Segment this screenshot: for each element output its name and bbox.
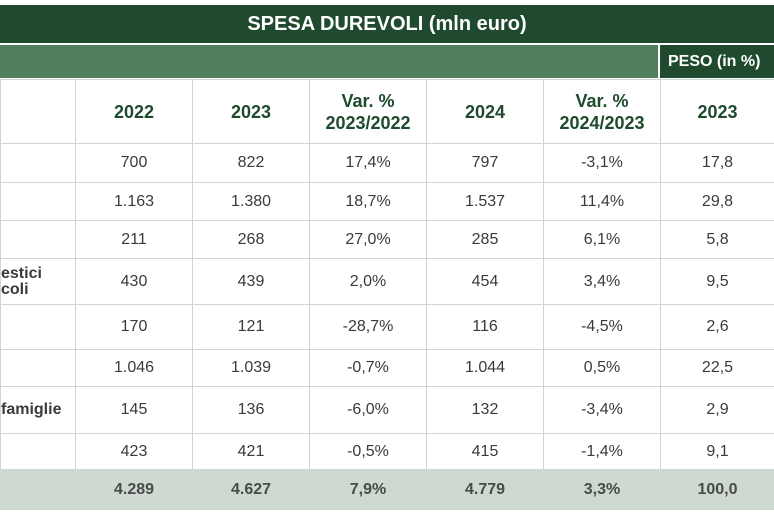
table-cell: -6,0% <box>309 386 427 434</box>
table-cell: 7,9% <box>309 469 427 510</box>
table-title: SPESA DUREVOLI (mln euro) <box>0 5 774 43</box>
table-cell: 9,1 <box>660 433 774 470</box>
table-cell: 27,0% <box>309 220 427 259</box>
table-cell: 136 <box>192 386 310 434</box>
table-row: 1.046 1.039 -0,7% 1.044 0,5% 22,5 <box>0 349 774 387</box>
column-header-var-2023-2022: Var. % 2023/2022 <box>309 79 427 144</box>
table-cell: -3,1% <box>543 143 661 183</box>
table-cell: -1,4% <box>543 433 661 470</box>
table-cell: 421 <box>192 433 310 470</box>
table-cell: 132 <box>426 386 544 434</box>
table-cell: 4.289 <box>75 469 193 510</box>
table-cell: 1.163 <box>75 182 193 221</box>
table-cell: -0,7% <box>309 349 427 387</box>
spesa-table: 2022 2023 Var. % 2023/2022 2024 Var. % 2… <box>0 79 774 510</box>
row-label <box>0 143 76 183</box>
row-label <box>0 220 76 259</box>
table-cell: 700 <box>75 143 193 183</box>
table-cell: 797 <box>426 143 544 183</box>
table-cell: -4,5% <box>543 304 661 350</box>
table-cell: 17,4% <box>309 143 427 183</box>
table-cell: 439 <box>192 258 310 305</box>
column-header-2024: 2024 <box>426 79 544 144</box>
row-label: estici coli <box>0 258 76 305</box>
table-cell: 6,1% <box>543 220 661 259</box>
row-label <box>0 182 76 221</box>
table-cell: 5,8 <box>660 220 774 259</box>
row-label <box>0 469 76 510</box>
table-cell: 1.380 <box>192 182 310 221</box>
column-header-2022: 2022 <box>75 79 193 144</box>
table-row: famiglie 145 136 -6,0% 132 -3,4% 2,9 <box>0 386 774 434</box>
column-header-label <box>0 79 76 144</box>
table-cell: 2,6 <box>660 304 774 350</box>
table-cell: 1.039 <box>192 349 310 387</box>
table-cell: 454 <box>426 258 544 305</box>
table-cell: 1.537 <box>426 182 544 221</box>
row-label <box>0 349 76 387</box>
table-cell: 17,8 <box>660 143 774 183</box>
table-cell: 3,4% <box>543 258 661 305</box>
table-cell: -3,4% <box>543 386 661 434</box>
table-cell: 1.044 <box>426 349 544 387</box>
table-cell: 116 <box>426 304 544 350</box>
table-row: 700 822 17,4% 797 -3,1% 17,8 <box>0 143 774 183</box>
table-cell: 430 <box>75 258 193 305</box>
row-label <box>0 304 76 350</box>
table-cell: 211 <box>75 220 193 259</box>
table-cell: 822 <box>192 143 310 183</box>
table-cell: 29,8 <box>660 182 774 221</box>
peso-header: PESO (in %) <box>660 45 774 78</box>
table-cell: 145 <box>75 386 193 434</box>
table-cell: 423 <box>75 433 193 470</box>
table-cell: 11,4% <box>543 182 661 221</box>
total-row: 4.289 4.627 7,9% 4.779 3,3% 100,0 <box>0 469 774 510</box>
table-cell: 285 <box>426 220 544 259</box>
table-cell: 9,5 <box>660 258 774 305</box>
table-cell: 100,0 <box>660 469 774 510</box>
table-cell: 0,5% <box>543 349 661 387</box>
table-row: estici coli 430 439 2,0% 454 3,4% 9,5 <box>0 258 774 305</box>
table-row: 423 421 -0,5% 415 -1,4% 9,1 <box>0 433 774 470</box>
column-header-peso-2023: 2023 <box>660 79 774 144</box>
table-cell: 121 <box>192 304 310 350</box>
table-cell: 18,7% <box>309 182 427 221</box>
row-label: famiglie <box>0 386 76 434</box>
table-row: 170 121 -28,7% 116 -4,5% 2,6 <box>0 304 774 350</box>
table-cell: 1.046 <box>75 349 193 387</box>
table-cell: 22,5 <box>660 349 774 387</box>
table-row: 211 268 27,0% 285 6,1% 5,8 <box>0 220 774 259</box>
table-cell: 2,0% <box>309 258 427 305</box>
table-cell: -0,5% <box>309 433 427 470</box>
column-header-2023: 2023 <box>192 79 310 144</box>
column-header-var-2024-2023: Var. % 2024/2023 <box>543 79 661 144</box>
table-cell: 415 <box>426 433 544 470</box>
column-header-row: 2022 2023 Var. % 2023/2022 2024 Var. % 2… <box>0 79 774 144</box>
table-cell: 4.779 <box>426 469 544 510</box>
row-label <box>0 433 76 470</box>
table-cell: 2,9 <box>660 386 774 434</box>
table-cell: 268 <box>192 220 310 259</box>
table-cell: 170 <box>75 304 193 350</box>
header-band <box>0 45 658 78</box>
table-cell: -28,7% <box>309 304 427 350</box>
table-cell: 3,3% <box>543 469 661 510</box>
table-cell: 4.627 <box>192 469 310 510</box>
table-row: 1.163 1.380 18,7% 1.537 11,4% 29,8 <box>0 182 774 221</box>
